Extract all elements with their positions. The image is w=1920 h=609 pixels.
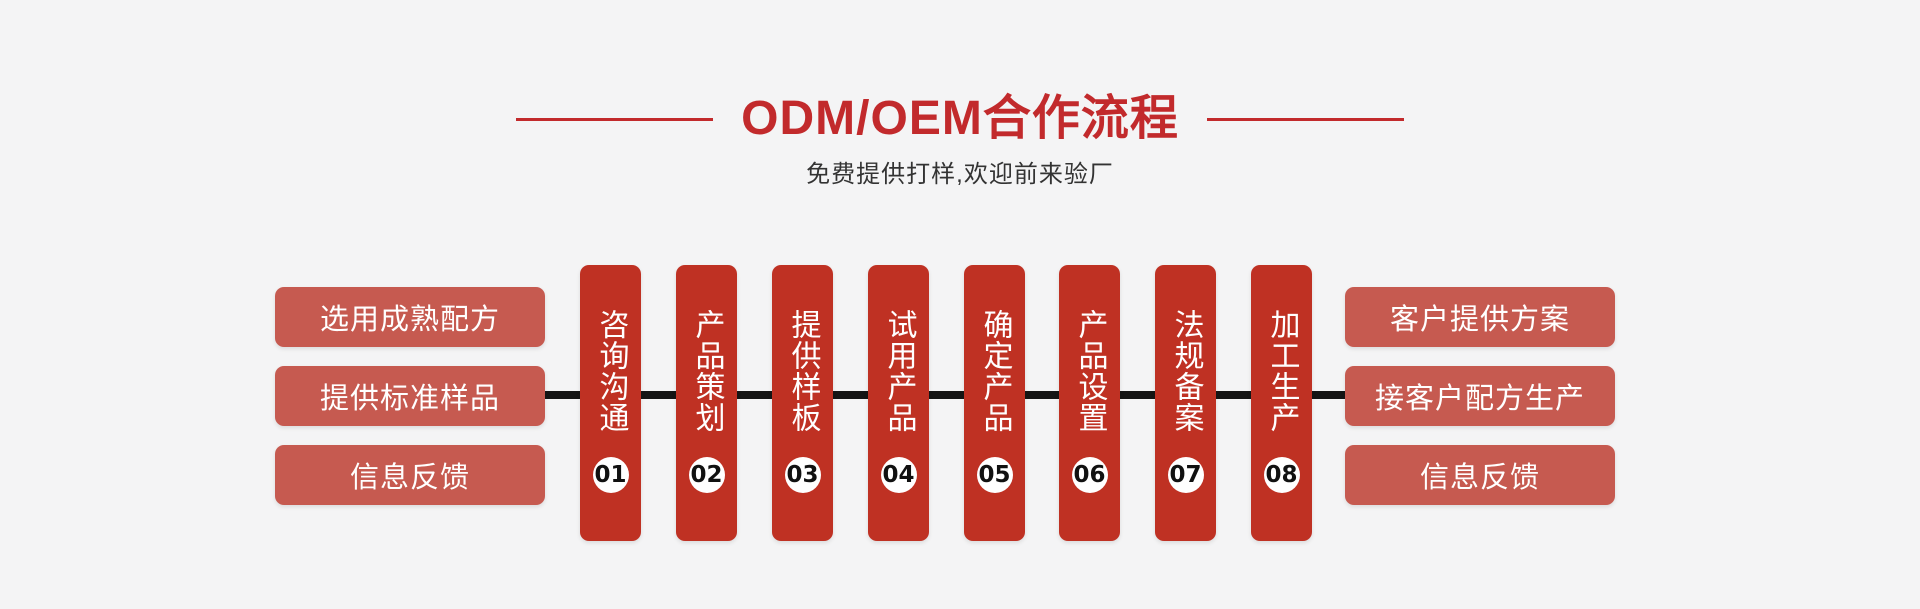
left-option-box: 信息反馈 <box>275 445 545 505</box>
step-number-badge: 03 <box>784 457 821 493</box>
right-option-box: 接客户配方生产 <box>1345 366 1615 426</box>
step-label: 提供样板 <box>786 309 820 433</box>
step-bar-06: 产品设置 06 <box>1059 265 1120 541</box>
step-bar-04: 试用产品 04 <box>868 265 929 541</box>
step-label: 产品策划 <box>690 309 724 433</box>
step-number-badge: 06 <box>1071 457 1108 493</box>
step-number-badge: 01 <box>592 457 629 493</box>
step-bar-08: 加工生产 08 <box>1251 265 1312 541</box>
step-label: 产品设置 <box>1073 309 1107 433</box>
step-label: 咨询沟通 <box>594 309 628 433</box>
right-option-box: 客户提供方案 <box>1345 287 1615 347</box>
step-bar-05: 确定产品 05 <box>964 265 1025 541</box>
step-number-badge: 04 <box>880 457 917 493</box>
left-option-box: 选用成熟配方 <box>275 287 545 347</box>
page-subtitle: 免费提供打样,欢迎前来验厂 <box>806 161 1114 188</box>
flow-connector-line <box>545 391 1345 399</box>
page-title: ODM/OEM合作流程 <box>741 92 1179 145</box>
right-option-box: 信息反馈 <box>1345 445 1615 505</box>
left-option-column: 选用成熟配方 提供标准样品 信息反馈 <box>275 287 545 505</box>
left-option-box: 提供标准样品 <box>275 366 545 426</box>
step-bar-01: 咨询沟通 01 <box>580 265 641 541</box>
title-decorative-line-left <box>516 117 714 121</box>
step-number-badge: 08 <box>1263 457 1300 493</box>
right-option-column: 客户提供方案 接客户配方生产 信息反馈 <box>1345 287 1615 505</box>
title-row: ODM/OEM合作流程 <box>0 93 1920 145</box>
title-decorative-line-right <box>1206 117 1404 121</box>
step-label: 法规备案 <box>1169 309 1203 433</box>
step-number-badge: 02 <box>688 457 725 493</box>
step-label: 确定产品 <box>978 309 1012 433</box>
step-label: 加工生产 <box>1265 309 1299 433</box>
step-number-badge: 07 <box>1167 457 1204 493</box>
step-label: 试用产品 <box>882 309 916 433</box>
step-bar-03: 提供样板 03 <box>772 265 833 541</box>
step-bar-07: 法规备案 07 <box>1155 265 1216 541</box>
step-number-badge: 05 <box>976 457 1013 493</box>
step-bar-02: 产品策划 02 <box>676 265 737 541</box>
